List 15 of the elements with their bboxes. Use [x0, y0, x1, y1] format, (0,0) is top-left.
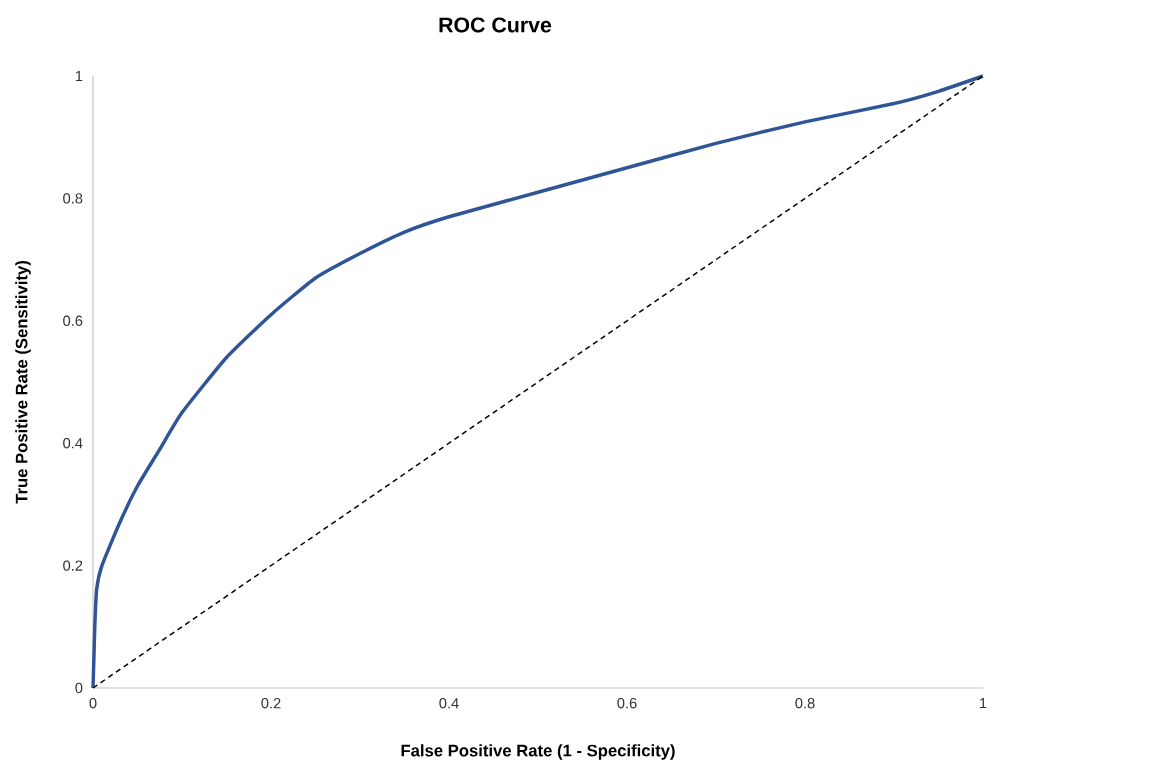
- y-tick-label: 1: [75, 70, 83, 82]
- x-axis-title: False Positive Rate (1 - Specificity): [401, 744, 675, 760]
- chart-title: ROC Curve: [439, 17, 552, 33]
- x-tick-label: 1: [980, 698, 987, 709]
- y-tick-label: 0.4: [63, 438, 83, 449]
- y-tick-label: 0.8: [63, 193, 83, 204]
- y-axis-title: True Positive Rate (Sensitivity): [15, 261, 31, 504]
- y-tick-label: 0.2: [63, 560, 83, 571]
- x-tick-label: 0.6: [617, 698, 637, 709]
- y-tick-label: 0: [75, 682, 83, 694]
- x-tick-label: 0: [89, 698, 97, 709]
- x-tick-label: 0.2: [261, 698, 281, 709]
- y-tick-label: 0.6: [63, 315, 83, 326]
- x-tick-label: 0.4: [439, 698, 459, 709]
- x-tick-label: 0.8: [795, 698, 815, 709]
